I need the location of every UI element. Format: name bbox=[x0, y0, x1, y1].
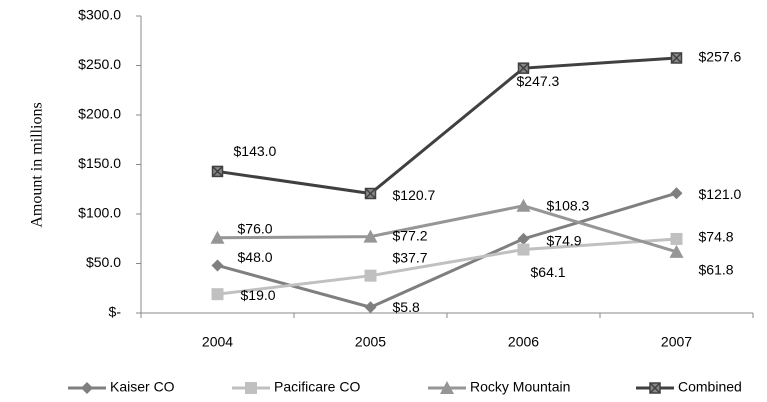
point bbox=[670, 52, 683, 64]
y-tick-label: $300.0 bbox=[78, 7, 121, 23]
point bbox=[211, 165, 224, 178]
series-line bbox=[217, 56, 677, 196]
data-label: $76.0 bbox=[238, 220, 273, 236]
data-label: $247.3 bbox=[517, 73, 560, 89]
legend-marker bbox=[245, 382, 257, 394]
legend-marker bbox=[440, 381, 454, 394]
data-label: $64.1 bbox=[531, 264, 566, 280]
y-tick-label: $200.0 bbox=[78, 106, 121, 122]
y-tick-label: $250.0 bbox=[78, 56, 121, 72]
point bbox=[517, 232, 530, 245]
data-label: $48.0 bbox=[238, 249, 273, 265]
data-label: $143.0 bbox=[234, 143, 277, 159]
series-line bbox=[217, 204, 677, 254]
data-label: $19.0 bbox=[241, 287, 276, 303]
legend-marker bbox=[649, 382, 661, 394]
data-label: $74.8 bbox=[699, 229, 734, 245]
x-tick-label: 2007 bbox=[661, 334, 692, 350]
point bbox=[211, 259, 224, 272]
legend-label: Kaiser CO bbox=[110, 379, 175, 395]
y-tick-label: $150.0 bbox=[78, 155, 121, 171]
y-tick-label: $50.0 bbox=[86, 254, 121, 270]
x-tick-label: 2005 bbox=[355, 334, 386, 350]
data-label: $37.7 bbox=[393, 249, 428, 265]
point bbox=[364, 187, 377, 200]
data-label: $77.2 bbox=[393, 227, 428, 243]
y-axis-label: Amount in millions bbox=[29, 102, 46, 227]
data-label: $74.9 bbox=[547, 233, 582, 249]
legend-label: Rocky Mountain bbox=[470, 379, 570, 395]
data-label: $61.8 bbox=[699, 262, 734, 278]
y-tick-label: $- bbox=[109, 304, 122, 320]
marker-cross bbox=[670, 52, 683, 64]
point bbox=[516, 198, 531, 212]
x-tick-label: 2004 bbox=[202, 334, 233, 350]
data-label: $120.7 bbox=[393, 187, 436, 203]
marker-cross bbox=[211, 165, 224, 177]
point bbox=[517, 62, 530, 74]
x-tick-label: 2006 bbox=[508, 334, 539, 350]
marker-cross bbox=[517, 62, 530, 74]
point bbox=[211, 288, 224, 301]
point bbox=[670, 187, 683, 200]
series-line bbox=[217, 237, 677, 296]
point bbox=[669, 244, 684, 258]
y-tick-label: $100.0 bbox=[78, 205, 121, 221]
point bbox=[210, 230, 225, 244]
point bbox=[364, 269, 377, 282]
data-label: $257.6 bbox=[699, 49, 742, 65]
legend-label: Pacificare CO bbox=[274, 379, 360, 395]
marker-cross bbox=[364, 187, 377, 200]
point bbox=[363, 229, 378, 243]
data-label: $121.0 bbox=[699, 186, 742, 202]
legend-marker bbox=[81, 382, 93, 394]
point bbox=[364, 301, 377, 314]
point bbox=[517, 243, 530, 256]
legend-label: Combined bbox=[678, 379, 742, 395]
data-label: $108.3 bbox=[547, 197, 590, 213]
point bbox=[670, 232, 683, 245]
data-label: $5.8 bbox=[393, 299, 420, 315]
marker-cross bbox=[649, 382, 661, 394]
